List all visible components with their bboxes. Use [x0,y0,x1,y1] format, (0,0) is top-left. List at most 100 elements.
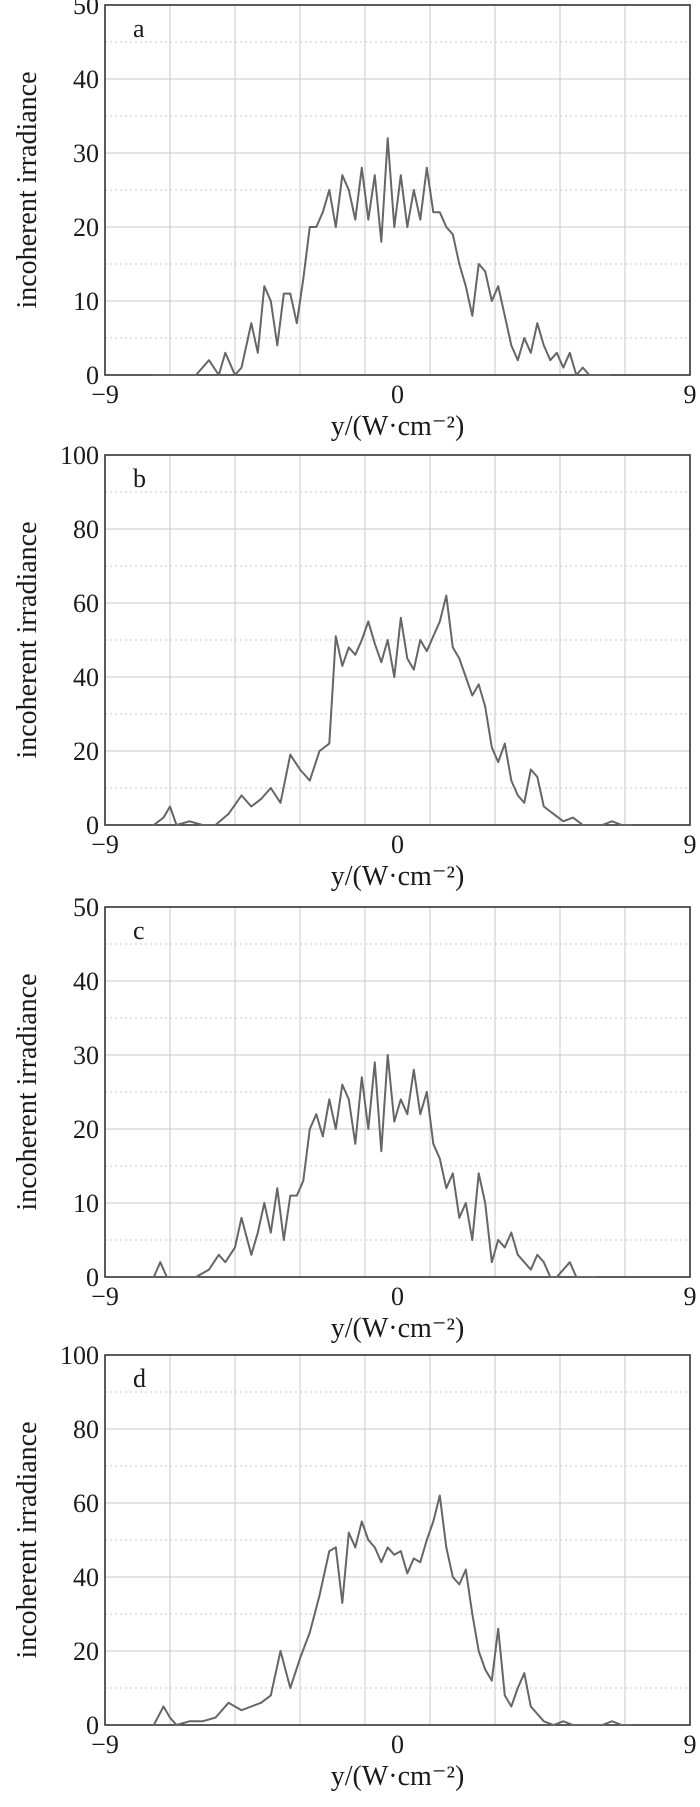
x-tick-label: 9 [684,1282,697,1311]
data-point [556,1276,558,1278]
data-point [367,1539,370,1541]
data-point [309,1631,311,1634]
data-point [419,639,422,641]
data-point [543,805,545,808]
data-point [621,824,623,826]
data-point [575,1276,578,1278]
data-point [510,779,513,782]
y-tick-label: 0 [86,1711,99,1740]
data-point [426,1539,428,1541]
data-point [299,768,301,771]
data-point [367,218,370,221]
data-point [452,1172,454,1175]
data-point [432,211,435,213]
data-point [523,1261,526,1263]
data-point [386,639,389,641]
data-point [309,226,311,228]
y-tick-label: 40 [73,663,99,692]
data-point [208,359,210,362]
data-point [517,794,519,797]
data-point [491,1679,493,1682]
data-point [393,226,396,228]
data-point [569,352,571,354]
data-point [289,292,292,295]
data-point [484,270,487,273]
data-point [159,1261,162,1263]
data-point [250,805,253,808]
data-point [572,816,574,819]
y-axis-label: incoherent irradiance [12,1421,43,1658]
data-point [504,742,506,745]
data-point [439,1494,441,1497]
y-tick-label: 10 [73,1189,99,1218]
data-point [523,1672,526,1674]
data-point [250,1254,253,1256]
data-point [419,218,422,221]
data-point [335,1546,337,1549]
panel-label: b [133,464,146,493]
data-point [491,300,493,302]
data-point [354,218,357,221]
data-point [361,1076,363,1078]
data-point [348,189,350,191]
data-point [530,768,532,771]
data-point [413,1069,415,1071]
data-point [504,1246,506,1249]
data-point [315,1113,318,1115]
data-point [426,1091,428,1093]
data-point [361,167,363,169]
x-tick-label: 0 [391,830,404,859]
data-point [611,820,613,823]
data-point [380,1150,383,1152]
data-point [452,1576,454,1578]
y-axis-label: incoherent irradiance [12,973,43,1210]
data-point [195,1276,197,1278]
data-point [169,1716,171,1719]
data-point [380,661,383,663]
data-point [406,657,409,660]
data-point [591,824,594,826]
data-point [523,337,526,339]
data-point [361,639,363,641]
data-point [439,211,441,213]
data-point [188,1720,191,1723]
data-point [439,620,441,623]
data-point [406,1113,409,1115]
data-point [497,761,500,763]
data-point [556,352,558,354]
data-point [309,779,311,782]
data-point [549,1276,552,1278]
panel-label: a [133,14,145,43]
data-point [426,167,428,169]
data-point [601,824,604,826]
data-point [536,1713,539,1715]
data-point [491,746,493,749]
data-point [270,300,272,302]
data-point [341,1602,344,1604]
data-point [517,1687,519,1689]
data-point [335,1128,337,1130]
x-tick-label: −9 [91,1282,119,1311]
data-point [361,1520,363,1523]
data-point [172,374,175,376]
data-point [322,1135,324,1138]
data-point [549,359,552,362]
data-point [328,189,331,191]
data-point [234,374,236,376]
data-point [517,1254,519,1256]
data-point [153,374,155,376]
data-point [175,1724,178,1726]
data-point [354,1143,357,1145]
data-point [504,1694,506,1697]
series-line-d [152,1494,632,1726]
data-point [484,1202,487,1204]
data-point [452,233,454,236]
data-point [328,1098,331,1101]
y-tick-label: 80 [73,1415,99,1444]
data-point [552,1724,555,1726]
y-tick-label: 0 [86,361,99,390]
data-point [169,805,171,808]
y-axis-label: incoherent irradiance [12,521,43,758]
